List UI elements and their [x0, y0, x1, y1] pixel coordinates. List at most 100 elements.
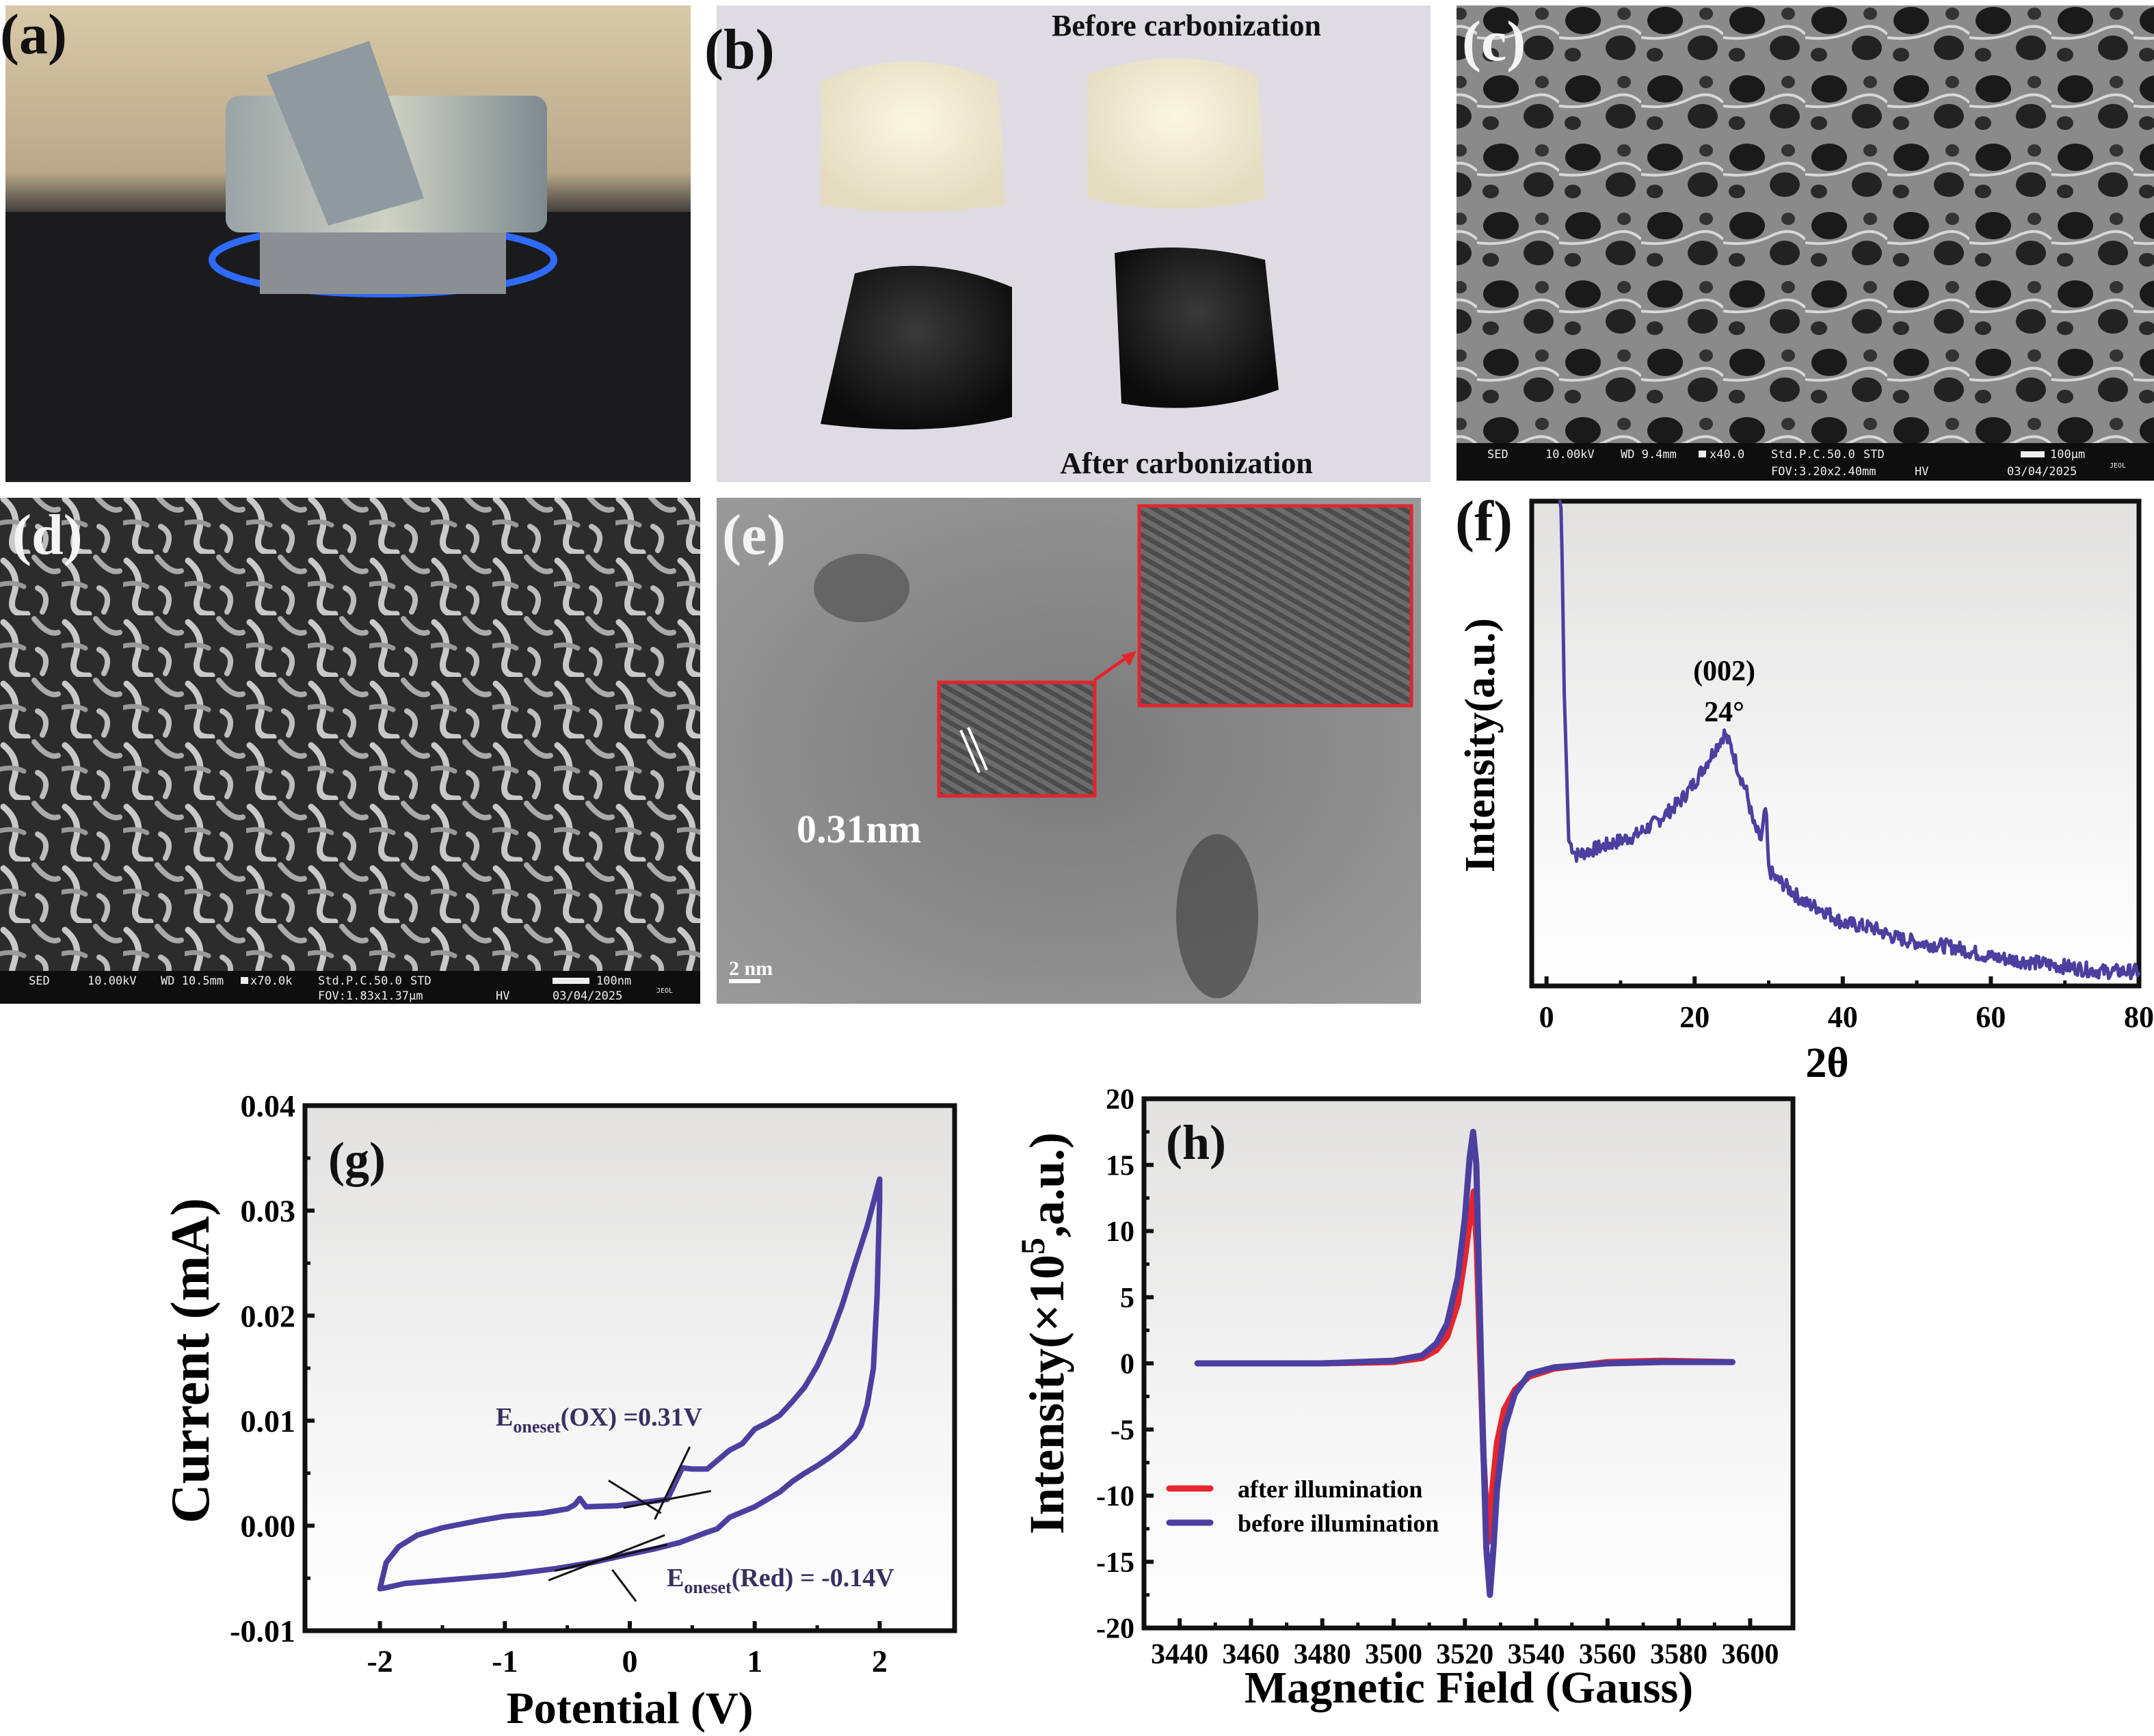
panel-d-label: (d)	[12, 503, 83, 567]
red-arrow	[611, 1569, 637, 1602]
y-axis-title: Current (mA)	[161, 1198, 221, 1523]
sem-hv: HV	[496, 989, 509, 1003]
panel-a-label: (a)	[0, 3, 67, 66]
panel-c-label: (c)	[1462, 10, 1526, 73]
scale-bar	[2021, 451, 2045, 457]
y-tick-label: 0.02	[241, 1298, 296, 1333]
x-axis-title: Potential (V)	[506, 1683, 753, 1733]
legend-label-after: after illumination	[1238, 1475, 1422, 1503]
sem-info-bar	[0, 971, 700, 1004]
sem-detector: SED	[29, 974, 50, 988]
red-baseline-tangent	[555, 1543, 668, 1572]
x-tick-label: 2	[872, 1644, 888, 1679]
sem-date: 03/04/2025	[553, 989, 622, 1003]
onset-ox-sub: oneset	[513, 1417, 561, 1437]
panel-e-tem-image	[717, 498, 1421, 1004]
scale-bar	[553, 978, 589, 984]
sem-info-bar	[1457, 443, 2154, 481]
ox-arrow	[608, 1480, 662, 1514]
sem-voltage: 10.00kV	[1545, 448, 1595, 462]
y-tick-label: -10	[1096, 1481, 1134, 1512]
x-tick-label: 3560	[1579, 1639, 1636, 1670]
dough-before-2	[1087, 58, 1265, 209]
x-tick-label: 1	[747, 1644, 762, 1679]
sem-mode: Std.P.C.50.0	[318, 974, 402, 988]
lattice-spacing-marker	[959, 730, 981, 773]
y-axis-title-exponent: 5	[1013, 1238, 1052, 1255]
panel-d-sem-image	[0, 498, 700, 1004]
onset-red-rest: (Red) = -0.14V	[732, 1564, 895, 1592]
inset-arrow	[1093, 654, 1130, 682]
sem-working-distance: WD 10.5mm	[161, 974, 224, 988]
onset-ox-rest: (OX) =0.31V	[561, 1403, 703, 1432]
chart-f-xrd: 0 20 40 60 80 (002) 24° 2θ Intensity(a.u.)	[1457, 498, 2154, 1086]
x-tick-label: 80	[2124, 1000, 2154, 1034]
before-carbonization-caption: Before carbonization	[1052, 9, 1321, 42]
cv-series-line	[377, 1176, 883, 1592]
chart-h-epr: 3440 3460 3480 3500 3520 3540 3560 3580 3600 -20 -…	[1013, 1084, 1796, 1713]
peak-annotation-angle: 24°	[1704, 697, 1744, 728]
panel-c-info: SED 10.00kV WD 9.4mm x40.0 Std.P.C.50.0 …	[1487, 448, 2126, 479]
lattice-spacing-label: 0.31nm	[797, 807, 921, 851]
y-tick-label: 5	[1120, 1283, 1134, 1314]
plot-area	[1529, 498, 2142, 989]
sem-mode: Std.P.C.50.0	[1771, 448, 1855, 462]
chart-g-cv: -2 -1 0 1 2-0.010.000.010.020.030.04Eoneset(…	[161, 1089, 957, 1733]
panel-g-label: (g)	[328, 1132, 386, 1187]
scale-bar	[729, 979, 760, 983]
y-tick-label: -15	[1096, 1547, 1134, 1579]
x-tick-label: 3480	[1294, 1639, 1351, 1670]
onset-oxidation-label: Eoneset(OX) =0.31V	[496, 1403, 703, 1437]
y-tick-label: 15	[1106, 1150, 1134, 1181]
peak-annotation-hkl: (002)	[1693, 656, 1755, 687]
jeol-logo: JEOL	[2110, 462, 2126, 470]
x-tick-label: 0	[622, 1644, 638, 1679]
sem-magnification: x40.0	[1710, 448, 1744, 462]
red-slope-tangent	[548, 1534, 665, 1581]
onset-red-main: E	[667, 1564, 684, 1592]
sem-detector: SED	[1487, 448, 1508, 462]
carbon-after-1	[821, 265, 1012, 429]
ox-rise-tangent	[654, 1446, 691, 1520]
panel-b-label: (b)	[704, 18, 775, 81]
sem-voltage: 10.00kV	[88, 974, 137, 988]
x-tick-label: 3460	[1222, 1639, 1279, 1670]
y-tick-label: 10	[1106, 1216, 1134, 1248]
scale-bar-label: 2 nm	[729, 957, 773, 980]
y-tick-label: 0.04	[241, 1089, 296, 1123]
sem-date: 03/04/2025	[2007, 465, 2077, 479]
sem-fov: FOV:1.83x1.37μm	[318, 989, 423, 1003]
panel-b-photo	[717, 5, 1431, 482]
panel-c-sem-image	[1457, 5, 2154, 481]
camera-icon	[241, 977, 248, 984]
legend-label-before: before illumination	[1238, 1510, 1439, 1537]
x-tick-label: 40	[1828, 1000, 1858, 1034]
sem-std: STD	[410, 974, 431, 988]
y-tick-label: -0.01	[230, 1614, 295, 1648]
x-tick-label: 3580	[1650, 1639, 1707, 1670]
y-tick-label: -5	[1111, 1415, 1134, 1446]
panel-e-label: (e)	[722, 503, 786, 567]
x-tick-label: -1	[492, 1644, 518, 1679]
jeol-logo: JEOL	[656, 987, 673, 995]
magnified-region-box	[937, 680, 1097, 798]
sem-magnification: x70.0k	[250, 974, 292, 988]
sem-hv: HV	[1915, 465, 1928, 479]
onset-red-sub: oneset	[684, 1577, 732, 1597]
x-tick-label: 3600	[1721, 1639, 1779, 1670]
camera-icon	[1699, 451, 1706, 457]
panel-d-info: SED 10.00kV WD 10.5mm x70.0k Std.P.C.50.…	[29, 974, 673, 1003]
x-tick-label: 3540	[1508, 1639, 1565, 1670]
x-tick-label: 3520	[1436, 1639, 1493, 1670]
sem-scale-label: 100μm	[2050, 448, 2085, 462]
onset-ox-main: E	[496, 1403, 513, 1432]
x-tick-label: 0	[1539, 1000, 1554, 1034]
after-carbonization-caption: After carbonization	[1060, 446, 1312, 480]
y-axis-title-unit: ,a.u.)	[1020, 1132, 1074, 1238]
y-tick-label: 0	[1120, 1349, 1134, 1380]
x-axis-title: Magnetic Field (Gauss)	[1245, 1663, 1693, 1713]
x-tick-label: -2	[367, 1644, 393, 1679]
x-tick-label: 3500	[1365, 1639, 1422, 1670]
x-tick-label: 3440	[1151, 1639, 1208, 1670]
